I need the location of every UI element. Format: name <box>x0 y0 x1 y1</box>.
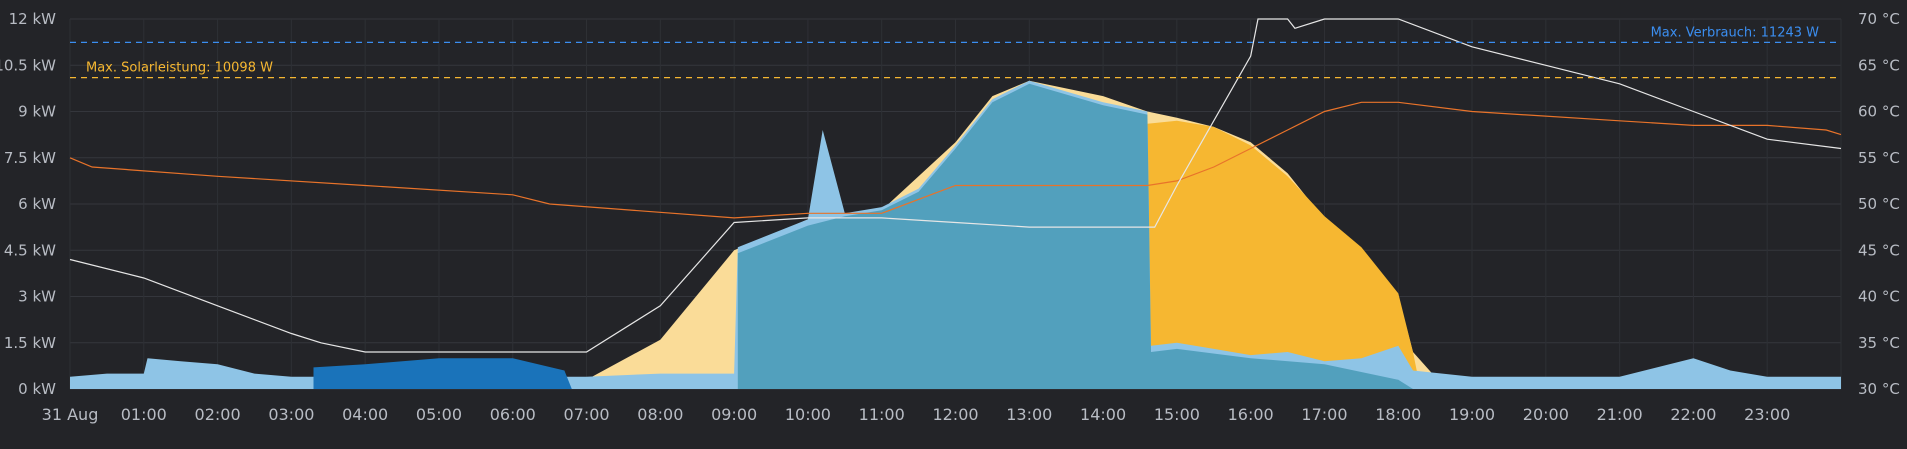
x-tick-label: 21:00 <box>1597 405 1643 424</box>
x-tick-label: 14:00 <box>1080 405 1126 424</box>
y-left-tick-label: 10.5 kW <box>0 56 56 74</box>
x-tick-label: 22:00 <box>1670 405 1716 424</box>
series-area-solar_self_consumption <box>737 83 1413 390</box>
x-tick-label: 19:00 <box>1449 405 1495 424</box>
x-tick-label: 31 Aug <box>42 405 99 424</box>
y-right-tick-label: 30 °C <box>1858 380 1900 398</box>
x-tick-label: 02:00 <box>195 405 241 424</box>
series-area-grid_import <box>313 358 572 389</box>
y-right-tick-label: 45 °C <box>1858 241 1900 259</box>
x-tick-label: 08:00 <box>637 405 683 424</box>
y-left-tick-label: 6 kW <box>18 195 56 213</box>
y-left-tick-label: 0 kW <box>18 380 56 398</box>
y-right-tick-label: 65 °C <box>1858 56 1900 74</box>
area-layer <box>70 80 1841 390</box>
x-tick-label: 11:00 <box>859 405 905 424</box>
x-tick-label: 18:00 <box>1375 405 1421 424</box>
x-tick-label: 13:00 <box>1006 405 1052 424</box>
y-left-tick-label: 4.5 kW <box>4 241 56 259</box>
line-layer <box>69 18 1842 353</box>
x-tick-label: 16:00 <box>1228 405 1274 424</box>
y-left-tick-label: 1.5 kW <box>4 334 56 352</box>
y-right-tick-label: 40 °C <box>1858 288 1900 306</box>
x-tick-label: 06:00 <box>490 405 536 424</box>
x-tick-label: 17:00 <box>1301 405 1347 424</box>
annotation-label-max_solar: Max. Solarleistung: 10098 W <box>86 61 273 76</box>
x-tick-label: 03:00 <box>268 405 314 424</box>
series-line-temperature_white <box>69 18 1842 353</box>
x-tick-label: 23:00 <box>1744 405 1790 424</box>
x-tick-label: 20:00 <box>1523 405 1569 424</box>
series-line-temperature_orange <box>69 101 1842 219</box>
axis-layer: 0 kW 1.5 kW 3 kW 4.5 kW 6 kW 7.5 kW 9 kW 10.5 k… <box>0 10 1900 424</box>
x-tick-label: 15:00 <box>1154 405 1200 424</box>
y-right-tick-label: 70 °C <box>1858 10 1900 28</box>
x-tick-label: 04:00 <box>342 405 388 424</box>
y-left-tick-label: 3 kW <box>18 288 56 306</box>
y-right-tick-label: 60 °C <box>1858 103 1900 121</box>
y-right-tick-label: 55 °C <box>1858 149 1900 167</box>
annotation-layer: Max. Verbrauch: 11243 W Max. Solarleistun… <box>70 25 1841 79</box>
series-area-solar_direct <box>1147 120 1421 390</box>
y-right-tick-label: 35 °C <box>1858 334 1900 352</box>
annotation-label-max_verbrauch: Max. Verbrauch: 11243 W <box>1651 25 1820 40</box>
y-left-tick-label: 12 kW <box>9 10 57 28</box>
x-tick-label: 07:00 <box>563 405 609 424</box>
y-left-tick-label: 7.5 kW <box>4 149 56 167</box>
y-left-tick-label: 9 kW <box>18 103 56 121</box>
x-tick-label: 12:00 <box>932 405 978 424</box>
y-right-tick-label: 50 °C <box>1858 195 1900 213</box>
x-tick-label: 01:00 <box>121 405 167 424</box>
x-tick-label: 10:00 <box>785 405 831 424</box>
x-tick-label: 09:00 <box>711 405 757 424</box>
x-tick-label: 05:00 <box>416 405 462 424</box>
